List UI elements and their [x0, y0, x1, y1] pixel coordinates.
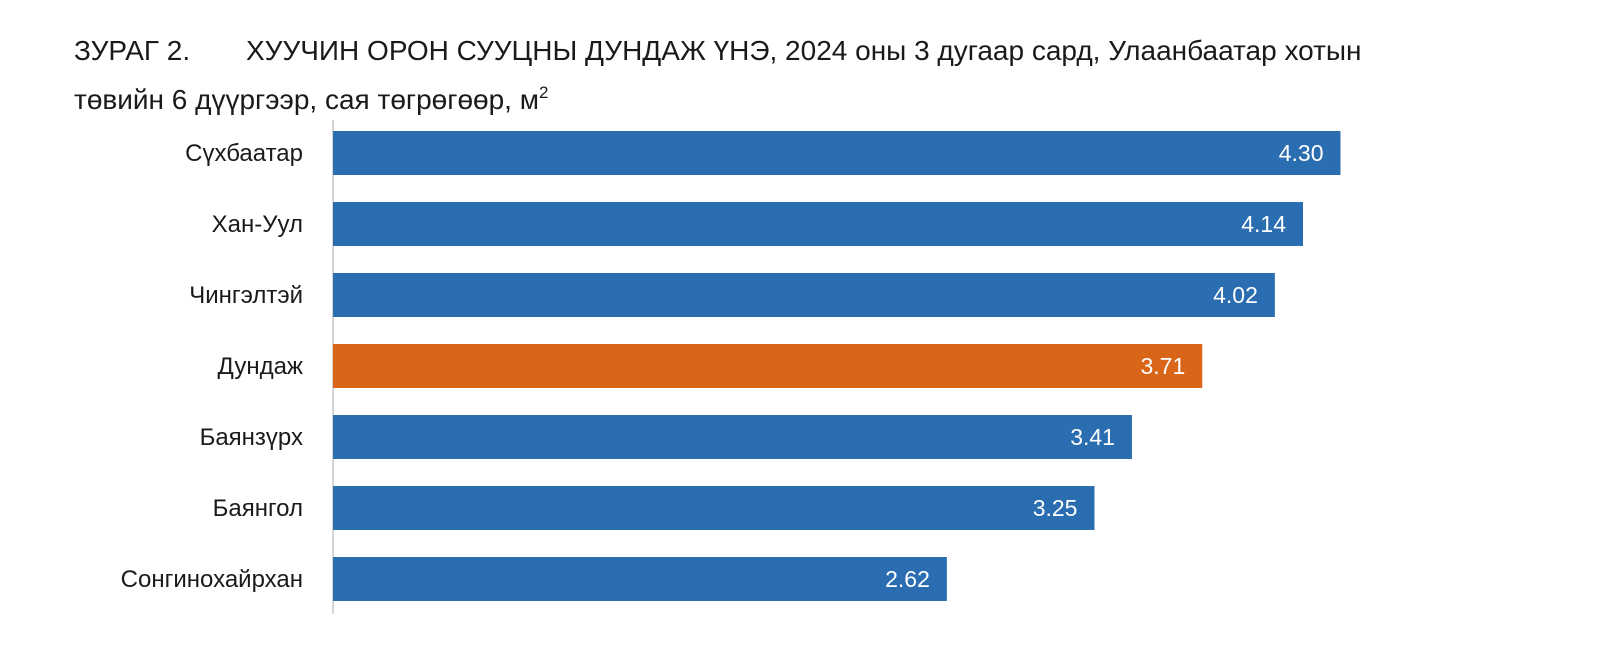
title-line-1: ЗУРАГ 2. ХУУЧИН ОРОН СУУЦНЫ ДУНДАЖ ҮНЭ, 2…	[74, 30, 1554, 72]
category-label-2: Хан-Уул	[212, 211, 303, 238]
bar-2	[333, 202, 1304, 246]
category-label-4: Дундаж	[218, 353, 303, 380]
bar-average	[333, 344, 1203, 388]
bar-7	[333, 557, 947, 601]
title-text-2: төвийн 6 дүүргээр, сая төгрөгөөр, м	[74, 84, 539, 115]
chart-title: ЗУРАГ 2. ХУУЧИН ОРОН СУУЦНЫ ДУНДАЖ ҮНЭ, 2…	[74, 30, 1554, 121]
value-label-2: 4.14	[1241, 211, 1286, 237]
bar-3	[333, 273, 1275, 317]
value-label-1: 4.30	[1279, 140, 1324, 166]
value-label-7: 2.62	[885, 566, 930, 592]
category-label-3: Чингэлтэй	[189, 282, 303, 309]
category-label-7: Сонгинохайрхан	[121, 566, 303, 593]
value-label-4: 3.71	[1140, 353, 1185, 379]
value-label-6: 3.25	[1033, 495, 1078, 521]
bar-6	[333, 486, 1095, 530]
category-label-5: Баянзүрх	[200, 424, 303, 451]
title-text-1: ХУУЧИН ОРОН СУУЦНЫ ДУНДАЖ ҮНЭ, 2024 оны …	[246, 35, 1362, 66]
category-label-1: Сүхбаатар	[185, 140, 303, 167]
value-label-5: 3.41	[1070, 424, 1115, 450]
value-label-3: 4.02	[1213, 282, 1258, 308]
title-line-2: төвийн 6 дүүргээр, сая төгрөгөөр, м2	[74, 72, 1554, 121]
bar-1	[333, 131, 1341, 175]
category-label-6: Баянгол	[213, 495, 303, 522]
unit-superscript: 2	[538, 83, 549, 102]
bar-5	[333, 415, 1132, 459]
figure-label: ЗУРАГ 2.	[74, 35, 191, 66]
